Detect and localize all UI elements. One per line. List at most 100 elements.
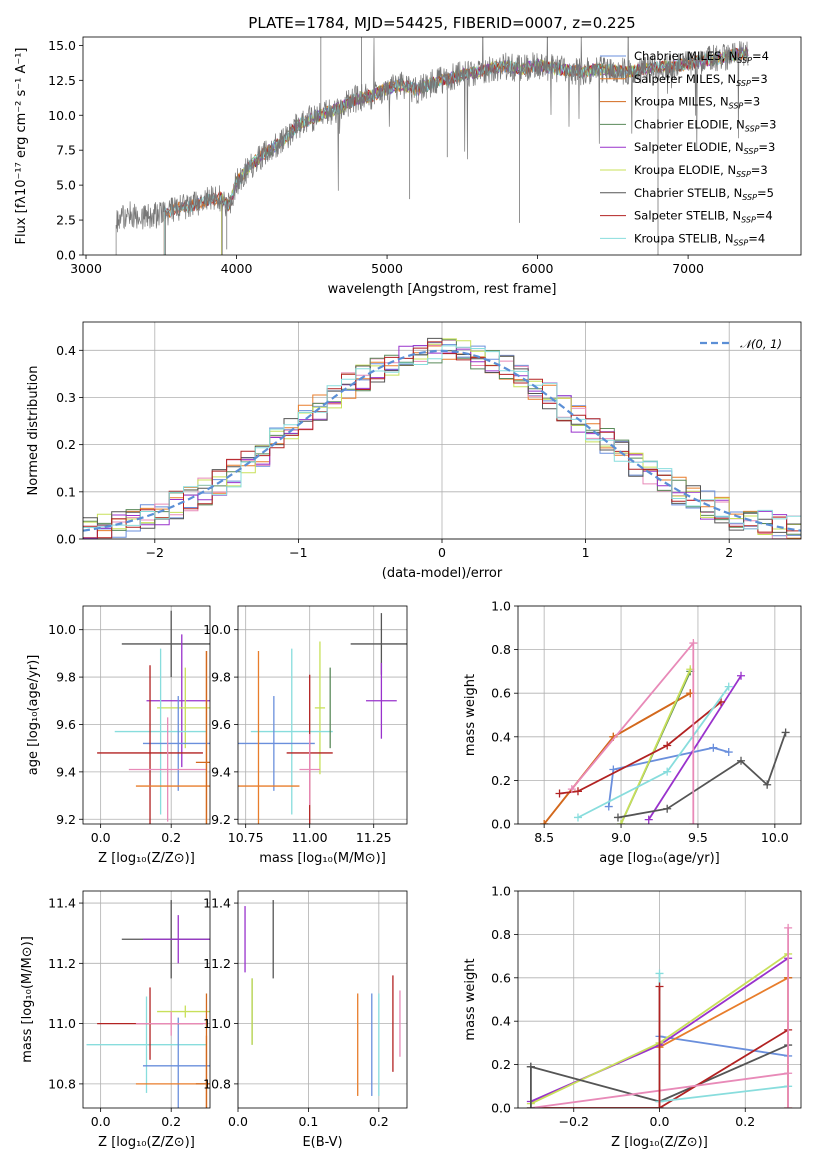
x-tick-label: −2 [146,545,164,560]
y-axis-label: age [log₁₀(age/yr)] [26,655,41,776]
plot-area-age_vs_mass [238,613,407,824]
x-tick-label: 6000 [522,261,554,276]
data-point-marker [689,639,698,648]
series-line [607,746,729,807]
y-tick-label: 0.3 [56,390,76,405]
data-point-marker [663,741,672,750]
data-point-marker [613,813,622,822]
data-point-marker [567,785,576,794]
data-point-marker [689,820,698,824]
data-point-marker [709,743,718,752]
x-tick-label: 0.1 [298,1114,318,1129]
x-tick-label: 0.2 [735,1114,755,1129]
axes-frame [82,605,211,825]
data-point-marker [526,1104,535,1108]
y-tick-label: 2.5 [56,213,76,228]
legend: Chabrier MILES, NSSP=4 Salpeter MILES, NS… [600,49,776,247]
y-tick-label: 0.4 [56,343,76,358]
y-tick-label: 1.0 [491,599,511,614]
y-tick-label: 0.2 [56,437,76,452]
y-tick-label: 0.8 [491,642,511,657]
x-axis-label: wavelength [Angstrom, rest frame] [328,282,557,297]
series-line [659,1085,789,1103]
data-point-marker [555,789,564,798]
y-tick-label: 11.4 [203,896,231,911]
chart-title: PLATE=1784, MJD=54425, FIBERID=0007, z=0… [248,14,635,32]
data-point-marker [573,787,582,796]
x-tick-label: 4000 [221,261,253,276]
plot-area-spectrum [115,37,749,255]
y-tick-label: 0.0 [491,1101,511,1116]
axes-frame [237,890,408,1109]
series-line [620,668,692,824]
y-tick-label: 10.8 [203,1076,231,1091]
y-tick-label: 9.6 [211,717,231,732]
y-tick-label: 9.4 [211,764,231,779]
y-tick-label: 0.0 [56,248,76,263]
y-tick-label: 0.0 [491,817,511,832]
x-tick-label: 8.5 [534,830,554,845]
y-tick-label: 11.4 [48,896,76,911]
x-tick-label: 7000 [672,261,704,276]
x-tick-label: 0.2 [369,1114,389,1129]
y-tick-label: 5.0 [56,178,76,193]
data-point-marker [573,813,582,822]
y-tick-label: 1.0 [491,884,511,899]
data-point-marker [737,756,746,765]
y-tick-label: 7.5 [56,143,76,158]
y-tick-label: 12.5 [48,73,76,88]
axes-frame [82,321,802,540]
legend-entry: Salpeter ELODIE, NSSP=3 [634,140,775,156]
axes-frame [82,36,802,256]
data-point-marker [540,820,549,824]
y-tick-label: 10.0 [48,108,76,123]
y-tick-label: 15.0 [48,38,76,53]
model-line-kroupa_stelib [163,49,749,255]
y-axis-label: Normed distribution [26,366,41,496]
y-tick-label: 9.2 [56,812,76,827]
x-axis-label: E(B-V) [302,1135,342,1150]
legend-entry: Chabrier ELODIE, NSSP=3 [634,117,776,133]
legend-entry: Kroupa STELIB, NSSP=4 [634,231,765,247]
x-tick-label: 3000 [70,261,102,276]
plot-mw_vs_Z: −0.2 0.0 0.2 0.0 0.2 0.4 0.6 0.8 1.0 Z [log₁₀(Z/Z… [463,884,802,1150]
x-tick-label: 0.0 [650,1114,670,1129]
data-point-marker [784,923,793,932]
x-tick-label: −0.2 [559,1114,589,1129]
x-axis-label: Z [log₁₀(Z/Z⊙)] [98,851,195,866]
y-tick-label: 0.6 [491,970,511,985]
legend-entry: Chabrier STELIB, NSSP=5 [634,186,774,202]
x-axis-label: (data-model)/error [382,566,503,581]
plot-area-age_vs_Z [97,610,210,824]
y-tick-label: 9.8 [211,670,231,685]
data-point-marker [724,682,733,691]
y-tick-label: 10.0 [48,622,76,637]
histogram-step-kroupa_stelib [83,345,801,530]
x-tick-label: 10.75 [228,830,264,845]
y-tick-label: 10.0 [203,622,231,637]
plot-area-mass_vs_ebv [244,900,401,1096]
y-axis-label: mass weight [463,674,478,756]
legend-entry: Kroupa ELODIE, NSSP=3 [634,163,768,179]
legend-entry: Salpeter STELIB, NSSP=4 [634,209,773,225]
data-point-marker [526,1062,535,1071]
y-tick-label: 0.2 [491,773,511,788]
y-tick-label: 9.6 [56,717,76,732]
y-axis-label: mass weight [463,958,478,1040]
plot-mw_vs_age: 8.5 9.0 9.5 10.0 0.0 0.2 0.4 0.6 0.8 1.0 age [log₁… [463,599,802,866]
series-line [647,675,742,821]
plot-area-mw_vs_Z [526,923,793,1108]
data-point-marker [617,820,626,824]
axes-frame [517,605,802,825]
plot-spectrum: 3000 4000 5000 6000 7000 0.0 2.5 5.0 7.5 10.0 12.5… [14,14,802,297]
y-tick-label: 0.2 [491,1057,511,1072]
data-point-marker [644,815,653,824]
data-point-marker [655,982,664,991]
x-tick-label: 0.2 [161,1114,181,1129]
plot-age_vs_Z: 0.0 0.2 9.2 9.4 9.6 9.8 10.0 Z [log₁₀(Z/Z⊙)] age… [26,605,211,866]
y-tick-label: 11.0 [48,1016,76,1031]
y-tick-label: 11.2 [203,956,231,971]
x-axis-label: Z [log₁₀(Z/Z⊙)] [98,1135,195,1150]
x-tick-label: 0 [438,545,446,560]
